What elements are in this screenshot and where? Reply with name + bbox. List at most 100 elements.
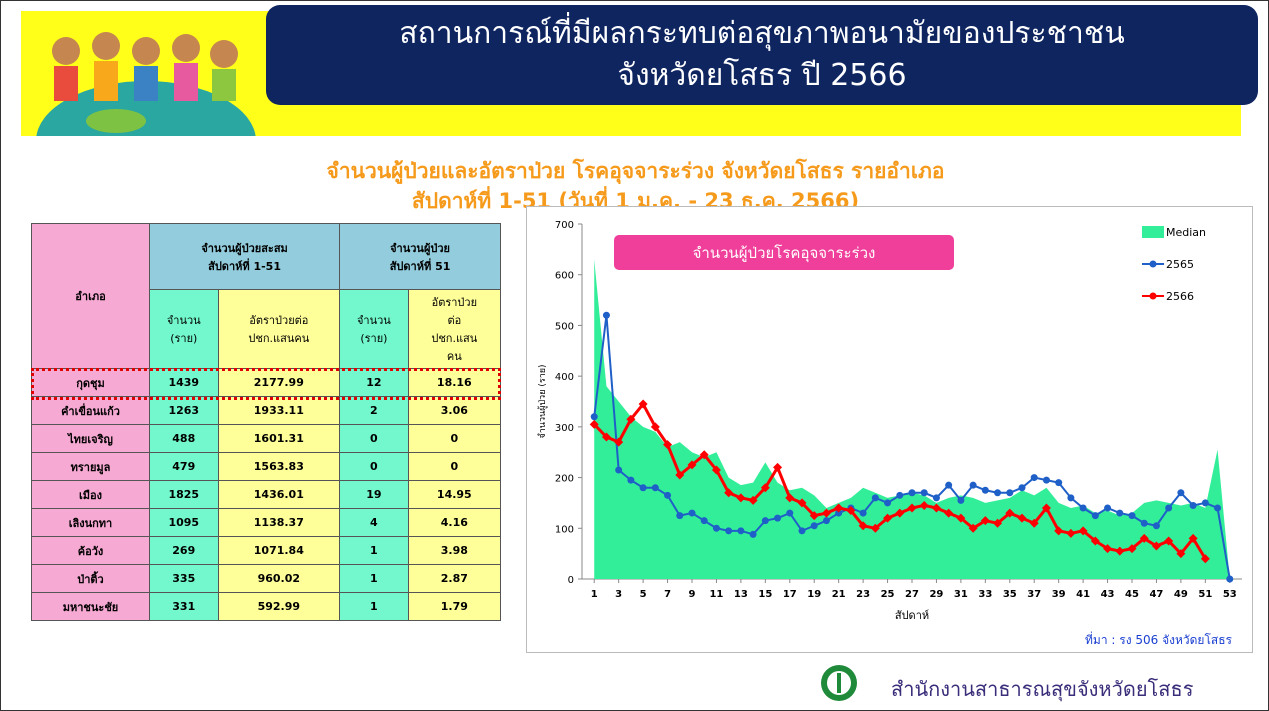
marker bbox=[921, 489, 928, 496]
table-cell: 2 bbox=[340, 397, 409, 425]
marker bbox=[603, 312, 610, 319]
x-tick-label: 25 bbox=[881, 589, 895, 600]
marker bbox=[652, 484, 659, 491]
kids-illustration bbox=[26, 16, 256, 136]
subtitle: จำนวนผู้ป่วยและอัตราป่วย โรคอุจจาระร่วง … bbox=[1, 155, 1269, 188]
x-tick-label: 47 bbox=[1149, 589, 1163, 600]
table-cell: 269 bbox=[150, 537, 219, 565]
marker bbox=[713, 525, 720, 532]
y-tick-label: 300 bbox=[555, 423, 574, 434]
table-cell: 1563.83 bbox=[218, 453, 340, 481]
legend-swatch bbox=[1150, 293, 1157, 300]
x-tick-label: 29 bbox=[929, 589, 943, 600]
marker bbox=[896, 492, 903, 499]
marker bbox=[1080, 505, 1087, 512]
table-cell: 4 bbox=[340, 509, 409, 537]
logo bbox=[819, 663, 859, 703]
legend-swatch bbox=[1150, 261, 1157, 268]
marker bbox=[909, 489, 916, 496]
y-tick-label: 400 bbox=[555, 372, 574, 383]
table-cell: ไทยเจริญ bbox=[32, 425, 150, 453]
table-cell: 0 bbox=[340, 425, 409, 453]
x-tick-label: 27 bbox=[905, 589, 919, 600]
table-cell: 1071.84 bbox=[218, 537, 340, 565]
table-cell: 335 bbox=[150, 565, 219, 593]
table-cell: 14.95 bbox=[408, 481, 500, 509]
table-row: เลิงนกทา10951138.3744.16 bbox=[32, 509, 501, 537]
table-cell: 1601.31 bbox=[218, 425, 340, 453]
marker bbox=[860, 510, 867, 517]
footer: สำนักงานสาธารณสุขจังหวัดยโสธร bbox=[891, 673, 1193, 705]
table-cell: เลิงนกทา bbox=[32, 509, 150, 537]
table-cell: 488 bbox=[150, 425, 219, 453]
marker bbox=[689, 510, 696, 517]
y-tick-label: 700 bbox=[555, 220, 574, 231]
marker bbox=[1141, 520, 1148, 527]
table-cell: 0 bbox=[340, 453, 409, 481]
x-tick-label: 37 bbox=[1027, 589, 1041, 600]
table-cell: จำนวน (ราย) bbox=[150, 290, 219, 369]
table-cell: 331 bbox=[150, 593, 219, 621]
table-row: คำเขื่อนแก้ว12631933.1123.06 bbox=[32, 397, 501, 425]
marker bbox=[933, 494, 940, 501]
table-cell: 0 bbox=[408, 425, 500, 453]
table-row: ทรายมูล4791563.8300 bbox=[32, 453, 501, 481]
table-cell: 1825 bbox=[150, 481, 219, 509]
marker bbox=[1116, 510, 1123, 517]
x-tick-label: 17 bbox=[783, 589, 797, 600]
table-cell: จำนวนผู้ป่วย สัปดาห์ที่ 51 bbox=[340, 224, 501, 290]
marker bbox=[823, 517, 830, 524]
marker bbox=[1019, 484, 1026, 491]
table-cell: 19 bbox=[340, 481, 409, 509]
x-tick-label: 41 bbox=[1076, 589, 1090, 600]
y-tick-label: 200 bbox=[555, 474, 574, 485]
table-cell: 592.99 bbox=[218, 593, 340, 621]
table-cell: 1 bbox=[340, 565, 409, 593]
table-cell: 1.79 bbox=[408, 593, 500, 621]
table-cell: 1 bbox=[340, 537, 409, 565]
x-tick-label: 3 bbox=[615, 589, 622, 600]
table-cell: อัตราป่วยต่อ ปชก.แสนคน bbox=[218, 290, 340, 369]
x-tick-label: 39 bbox=[1052, 589, 1066, 600]
marker bbox=[737, 527, 744, 534]
title-line: สถานการณ์ที่มีผลกระทบต่อสุขภาพอนามัยของป… bbox=[266, 13, 1258, 55]
table-cell: เมือง bbox=[32, 481, 150, 509]
legend-label: 2566 bbox=[1166, 290, 1194, 303]
x-tick-label: 45 bbox=[1125, 589, 1139, 600]
marker bbox=[1177, 489, 1184, 496]
highlight-box bbox=[31, 368, 501, 400]
x-tick-label: 51 bbox=[1198, 589, 1212, 600]
table-cell: ทรายมูล bbox=[32, 453, 150, 481]
marker bbox=[982, 487, 989, 494]
table-cell: คำเขื่อนแก้ว bbox=[32, 397, 150, 425]
table-cell: จำนวนผู้ป่วยสะสม สัปดาห์ที่ 1-51 bbox=[150, 224, 340, 290]
marker bbox=[701, 517, 708, 524]
table-cell: 1436.01 bbox=[218, 481, 340, 509]
table-cell: 960.02 bbox=[218, 565, 340, 593]
marker bbox=[627, 477, 634, 484]
x-tick-label: 33 bbox=[978, 589, 992, 600]
x-tick-label: 5 bbox=[640, 589, 647, 600]
source-note: ที่มา : รง 506 จังหวัดยโสธร bbox=[1085, 631, 1233, 647]
marker bbox=[1006, 489, 1013, 496]
marker bbox=[1165, 505, 1172, 512]
marker bbox=[1104, 505, 1111, 512]
marker bbox=[1092, 512, 1099, 519]
y-tick-label: 500 bbox=[555, 321, 574, 332]
table-cell: 1263 bbox=[150, 397, 219, 425]
marker bbox=[750, 531, 757, 538]
chart-title: จำนวนผู้ป่วยโรคอุจจาระร่วง bbox=[693, 244, 876, 263]
x-tick-label: 35 bbox=[1003, 589, 1017, 600]
title-box: สถานการณ์ที่มีผลกระทบต่อสุขภาพอนามัยของป… bbox=[266, 5, 1258, 105]
slide: สถานการณ์ที่มีผลกระทบต่อสุขภาพอนามัยของป… bbox=[0, 0, 1269, 711]
marker bbox=[811, 522, 818, 529]
marker bbox=[1031, 474, 1038, 481]
marker bbox=[1202, 499, 1209, 506]
marker bbox=[799, 527, 806, 534]
marker bbox=[1067, 494, 1074, 501]
table-cell: มหาชนะชัย bbox=[32, 593, 150, 621]
